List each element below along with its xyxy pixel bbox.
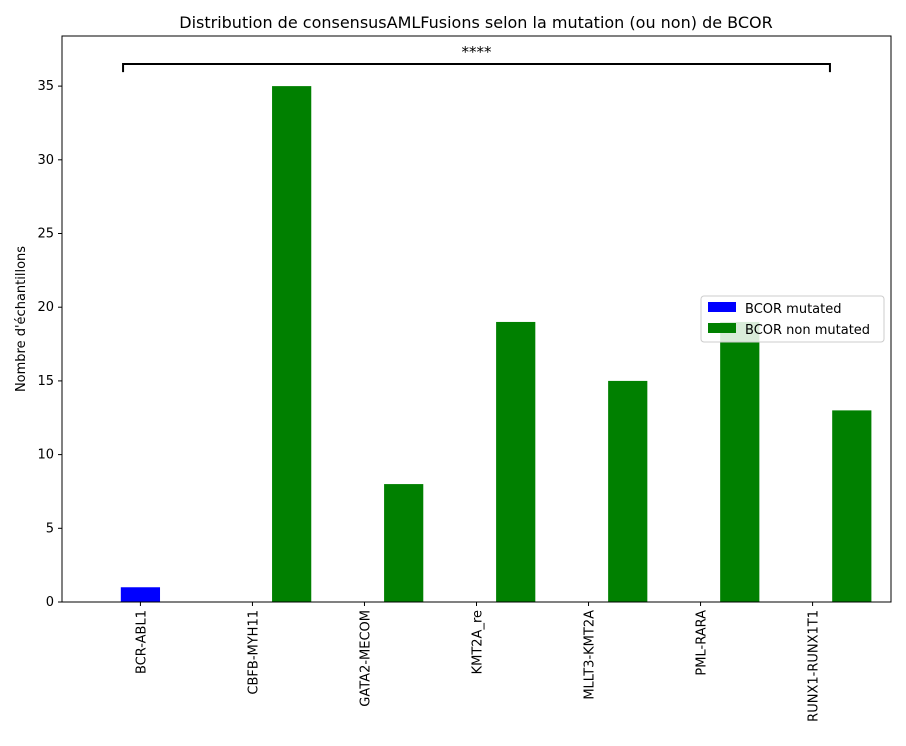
x-tick-label: MLLT3-KMT2A bbox=[583, 610, 598, 700]
bar-bcor-non-mutated-cbfb-myh11 bbox=[272, 86, 312, 603]
bar-bcor-mutated-bcr-abl1 bbox=[120, 587, 161, 602]
legend: BCOR mutated BCOR non mutated bbox=[700, 295, 885, 343]
x-tick-label: PML-RARA bbox=[695, 610, 710, 676]
x-tick-label: BCR-ABL1 bbox=[134, 610, 149, 674]
x-tick-label: RUNX1-RUNX1T1 bbox=[807, 610, 822, 722]
bar-bcor-non-mutated-runx1-runx1t1 bbox=[832, 410, 872, 602]
significance-annotation: **** bbox=[122, 43, 831, 73]
y-tick-label: 5 bbox=[46, 521, 54, 536]
y-tick-label: 35 bbox=[37, 79, 54, 94]
y-tick-label: 25 bbox=[37, 227, 54, 242]
y-tick-label: 20 bbox=[37, 300, 54, 315]
legend-swatch-bcor-non-mutated bbox=[708, 323, 736, 333]
y-tick-label: 0 bbox=[46, 595, 54, 610]
legend-label-bcor-non-mutated: BCOR non mutated bbox=[745, 323, 870, 338]
legend-swatch-bcor-mutated bbox=[708, 302, 736, 312]
legend-frame bbox=[700, 295, 885, 343]
y-tick-label: 10 bbox=[37, 448, 54, 463]
plot-frame bbox=[61, 35, 892, 603]
plot-area: 0 5 10 15 20 25 30 35 BCR-ABL1 CBFB-MYH11 GATA2-ME… bbox=[37, 79, 872, 722]
legend-label-bcor-mutated: BCOR mutated bbox=[745, 302, 841, 317]
significance-label: **** bbox=[462, 43, 493, 61]
x-tick-label: GATA2-MECOM bbox=[358, 610, 373, 707]
bar-bcor-non-mutated-gata2-mecom bbox=[384, 484, 424, 602]
y-tick-label: 15 bbox=[37, 374, 54, 389]
significance-bracket bbox=[122, 63, 831, 73]
bar-bcor-non-mutated-pml-rara bbox=[720, 321, 760, 602]
bar-bcor-non-mutated-kmt2a-re bbox=[496, 321, 536, 602]
x-tick-label: CBFB-MYH11 bbox=[246, 610, 261, 695]
x-tick-label: KMT2A_re bbox=[471, 610, 486, 674]
chart-title: Distribution de consensusAMLFusions selo… bbox=[179, 13, 772, 32]
y-tick-label: 30 bbox=[37, 153, 54, 168]
bar-bcor-non-mutated-mllt3-kmt2a bbox=[608, 380, 648, 602]
y-axis-label: Nombre d'échantillons bbox=[14, 246, 29, 392]
